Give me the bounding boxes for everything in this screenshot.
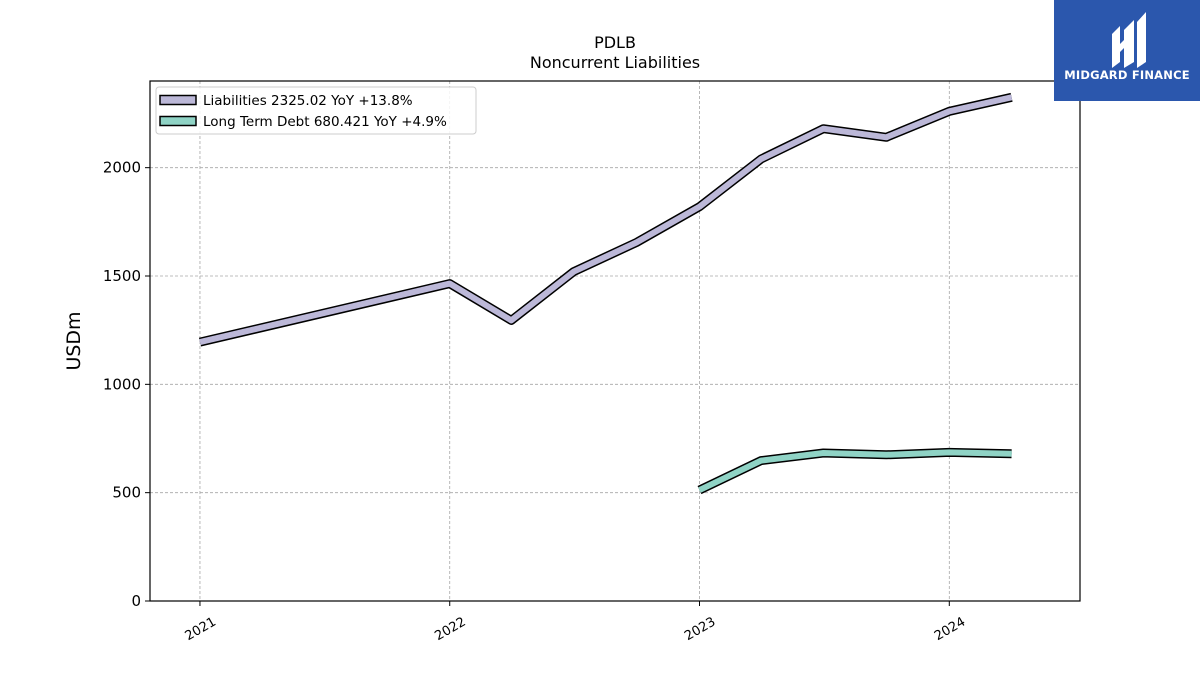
data-point bbox=[699, 206, 701, 208]
grid-lines bbox=[150, 81, 1080, 601]
data-point bbox=[510, 319, 512, 321]
legend-label: Liabilities 2325.02 YoY +13.8% bbox=[203, 93, 413, 109]
data-point bbox=[760, 158, 762, 160]
data-point bbox=[885, 454, 887, 456]
y-axis-label: USDm bbox=[63, 311, 85, 370]
series-layer bbox=[198, 92, 1013, 495]
data-point bbox=[449, 283, 451, 285]
x-tick-label: 2023 bbox=[682, 615, 718, 645]
y-tick-label: 0 bbox=[131, 592, 141, 610]
data-point bbox=[948, 110, 950, 112]
x-tick-label: 2024 bbox=[932, 615, 968, 645]
data-point bbox=[699, 489, 701, 491]
legend-box bbox=[155, 86, 477, 135]
y-tick-label: 500 bbox=[112, 484, 141, 502]
y-tick-label: 1500 bbox=[103, 267, 141, 285]
data-point bbox=[948, 451, 950, 453]
data-point bbox=[885, 136, 887, 138]
midgard-logo-icon bbox=[1112, 12, 1146, 68]
x-tick-label: 2022 bbox=[432, 615, 468, 645]
brand-name: MIDGARD FINANCE bbox=[1064, 68, 1190, 82]
legend-label: Long Term Debt 680.421 YoY +4.9% bbox=[203, 114, 447, 130]
data-point bbox=[636, 241, 638, 243]
chart-subtitle: Noncurrent Liabilities bbox=[530, 53, 700, 72]
legend: Liabilities 2325.02 YoY +13.8% Long Term … bbox=[155, 86, 477, 135]
y-axis: 0 500 1000 1500 2000 bbox=[103, 159, 150, 610]
data-point bbox=[573, 271, 575, 273]
data-point bbox=[1011, 453, 1013, 455]
data-point bbox=[199, 341, 201, 343]
series-line-outline bbox=[697, 447, 1012, 495]
brand-logo: MIDGARD FINANCE bbox=[1054, 0, 1200, 101]
data-point bbox=[822, 128, 824, 130]
y-tick-label: 1000 bbox=[103, 375, 141, 393]
legend-swatch bbox=[159, 115, 197, 127]
series-line-1 bbox=[698, 449, 1012, 493]
x-axis: 2021 2022 2023 2024 bbox=[183, 601, 968, 644]
chart-title: PDLB bbox=[594, 33, 636, 52]
data-point bbox=[760, 460, 762, 462]
data-point bbox=[822, 452, 824, 454]
x-tick-label: 2021 bbox=[183, 615, 219, 645]
legend-swatch bbox=[159, 94, 197, 106]
y-tick-label: 2000 bbox=[103, 159, 141, 177]
data-point bbox=[1011, 96, 1013, 98]
plot-frame bbox=[149, 80, 1081, 602]
